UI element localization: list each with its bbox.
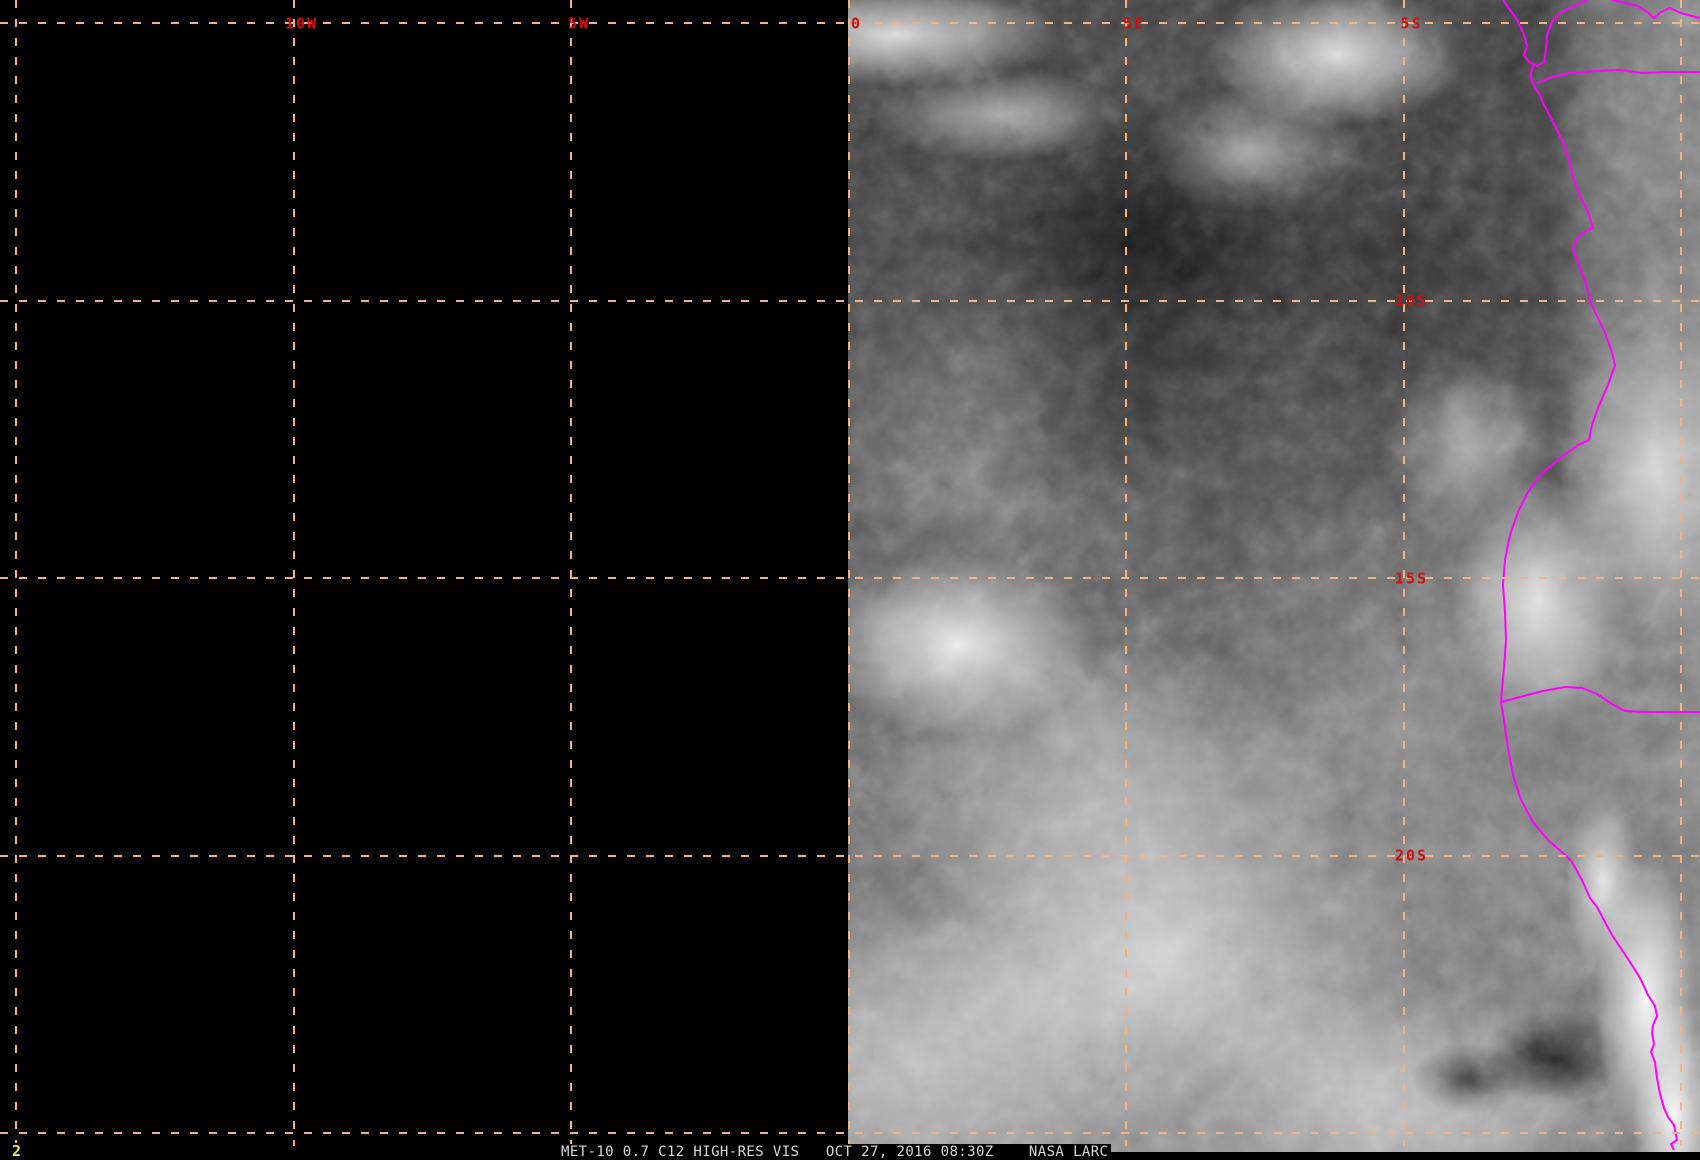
grid-label-20s: 20S: [1394, 846, 1429, 865]
grid-label-15s: 15S: [1394, 569, 1429, 587]
caption-text: MET-10 0.7 C12 HIGH-RES VIS OCT 27, 2016…: [558, 1144, 1112, 1160]
meridian-line: [1680, 0, 1682, 1146]
parallel-line: [0, 854, 1700, 857]
parallel-line: [0, 22, 1700, 24]
meridian-line: [1125, 0, 1127, 1146]
frame-number-label: 2: [10, 1142, 24, 1160]
parallel-line: [0, 1132, 1700, 1134]
grid-label-5w: 5W: [567, 14, 591, 32]
meridian-line: [1402, 0, 1405, 1146]
meridian-line: [847, 0, 850, 1146]
meridian-line: [292, 0, 295, 1146]
cloud-texture-coarse: [848, 0, 1700, 1152]
parallel-line: [0, 299, 1700, 302]
meridian-line: [570, 0, 572, 1146]
grid-label-10w: 10W: [284, 14, 319, 32]
meridian-line: [15, 0, 17, 1146]
parallel-line: [0, 577, 1700, 579]
grid-label-5s: 5S: [1400, 14, 1423, 32]
grid-label-0: 0: [850, 14, 863, 32]
grid-label-10s: 10S: [1394, 291, 1429, 310]
grid-label-5e: 5E: [1122, 14, 1146, 32]
satellite-image: [848, 0, 1700, 1152]
